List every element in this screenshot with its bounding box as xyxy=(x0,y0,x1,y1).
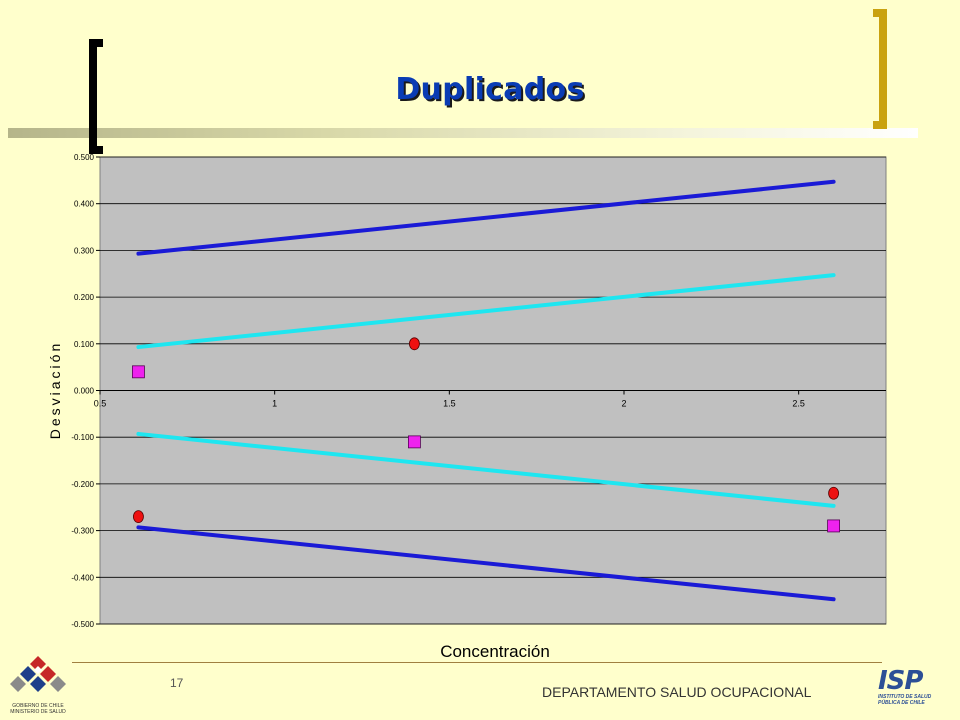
y-tick-label: -0.200 xyxy=(71,480,94,489)
isp-caption-1: INSTITUTO DE SALUD xyxy=(878,694,932,700)
circle-point xyxy=(828,486,839,500)
gobierno-logo-icon xyxy=(10,656,66,692)
gobierno-caption-1: GOBIERNO DE CHILE xyxy=(12,703,64,709)
circle-point xyxy=(408,337,420,351)
gobierno-caption-2: MINISTERIO DE SALUD xyxy=(10,709,66,715)
outer-limit-line xyxy=(136,525,836,602)
right-bracket-decoration xyxy=(873,9,887,129)
y-tick-label: -0.100 xyxy=(71,433,94,442)
footer-divider xyxy=(72,662,882,663)
y-tick-label: 0.000 xyxy=(74,387,95,396)
isp-caption-2: PÚBLICA DE CHILE xyxy=(878,700,925,706)
isp-logo: ISP INSTITUTO DE SALUD PÚBLICA DE CHILE xyxy=(878,668,952,712)
square-point xyxy=(827,519,840,533)
y-tick-label: 0.300 xyxy=(74,246,95,255)
x-axis-title: Concentración xyxy=(440,642,550,661)
y-tick-label: -0.300 xyxy=(71,527,94,536)
x-tick-label: 1.5 xyxy=(443,399,456,409)
inner-limit-line xyxy=(136,273,836,350)
circle-point xyxy=(133,510,144,523)
y-tick-label: 0.500 xyxy=(74,153,95,162)
inner-limit-line xyxy=(136,431,836,508)
square-point xyxy=(407,435,421,449)
department-label: DEPARTAMENTO SALUD OCUPACIONAL xyxy=(542,684,812,700)
y-tick-label: 0.400 xyxy=(74,200,95,209)
x-tick-label: 2 xyxy=(621,399,626,409)
y-tick-label: 0.100 xyxy=(74,340,95,349)
y-tick-label: -0.400 xyxy=(71,573,94,582)
x-tick-label: 2.5 xyxy=(792,399,805,409)
y-tick-label: -0.500 xyxy=(71,620,94,629)
page-number: 17 xyxy=(170,676,184,690)
slide-title: Duplicados xyxy=(395,72,585,107)
y-tick-label: 0.200 xyxy=(74,293,95,302)
y-axis-title: Desviación xyxy=(47,341,63,439)
x-tick-label: 1 xyxy=(272,399,277,409)
square-point xyxy=(132,365,145,379)
left-bracket-decoration xyxy=(89,39,103,154)
title-underline-bar xyxy=(8,128,918,138)
gobierno-de-chile-logo: GOBIERNO DE CHILE MINISTERIO DE SALUD xyxy=(8,654,68,716)
outer-limit-line xyxy=(136,179,836,256)
isp-logo-text: ISP xyxy=(878,666,923,696)
x-tick-label: 0.5 xyxy=(94,399,107,409)
